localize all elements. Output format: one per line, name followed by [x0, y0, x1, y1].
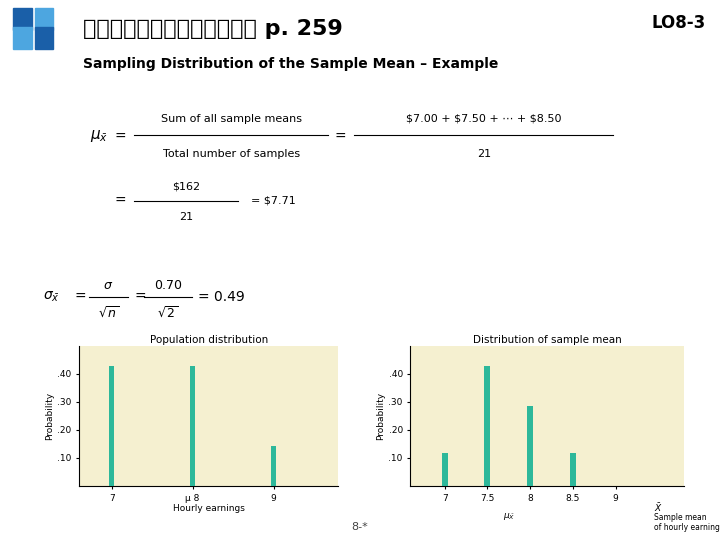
Text: Sampling Distribution of the Sample Mean – Example: Sampling Distribution of the Sample Mean… — [83, 57, 498, 71]
Text: $\sqrt{2}$: $\sqrt{2}$ — [158, 306, 179, 321]
Text: 樣本平均數的抽樣分配：範例 p. 259: 樣本平均數的抽樣分配：範例 p. 259 — [83, 19, 343, 39]
Y-axis label: Probability: Probability — [377, 392, 386, 440]
Title: Distribution of sample mean: Distribution of sample mean — [473, 335, 621, 345]
Title: Population distribution: Population distribution — [150, 335, 268, 345]
Bar — [485, 366, 490, 486]
Text: 0.70: 0.70 — [154, 279, 182, 292]
Text: =: = — [335, 130, 346, 144]
Text: $\bar{X}$: $\bar{X}$ — [654, 502, 663, 514]
Text: 21: 21 — [477, 149, 491, 159]
Text: $\mu_{\bar{X}}$: $\mu_{\bar{X}}$ — [503, 511, 515, 522]
Text: = $7.71: = $7.71 — [251, 195, 295, 206]
Bar — [441, 453, 448, 486]
Text: = 0.49: = 0.49 — [197, 291, 244, 304]
Bar — [190, 366, 195, 486]
Text: $\mu_{\bar{x}}$: $\mu_{\bar{x}}$ — [90, 129, 108, 144]
Text: of hourly earnings: of hourly earnings — [654, 523, 720, 531]
Text: =: = — [114, 193, 126, 207]
Text: Total number of samples: Total number of samples — [163, 149, 300, 159]
Text: 8-*: 8-* — [351, 522, 369, 532]
Text: $\sqrt{n}$: $\sqrt{n}$ — [98, 306, 119, 321]
Text: $162: $162 — [171, 181, 200, 191]
Bar — [570, 453, 576, 486]
Y-axis label: Probability: Probability — [45, 392, 55, 440]
Text: $\sigma$: $\sigma$ — [104, 279, 114, 292]
Bar — [271, 446, 276, 486]
Text: 21: 21 — [179, 212, 193, 221]
Text: LO8-3: LO8-3 — [652, 14, 706, 31]
Text: Sum of all sample means: Sum of all sample means — [161, 113, 302, 124]
X-axis label: Hourly earnings: Hourly earnings — [173, 504, 245, 513]
Text: =: = — [134, 291, 146, 304]
Text: $7.00 + $7.50 + ⋯ + $8.50: $7.00 + $7.50 + ⋯ + $8.50 — [406, 113, 562, 124]
Text: =: = — [75, 291, 86, 304]
Bar — [109, 366, 114, 486]
Bar — [527, 406, 533, 486]
Text: =: = — [114, 130, 126, 144]
Text: $\sigma_{\bar{x}}$: $\sigma_{\bar{x}}$ — [43, 290, 60, 305]
Text: Sample mean: Sample mean — [654, 512, 707, 522]
